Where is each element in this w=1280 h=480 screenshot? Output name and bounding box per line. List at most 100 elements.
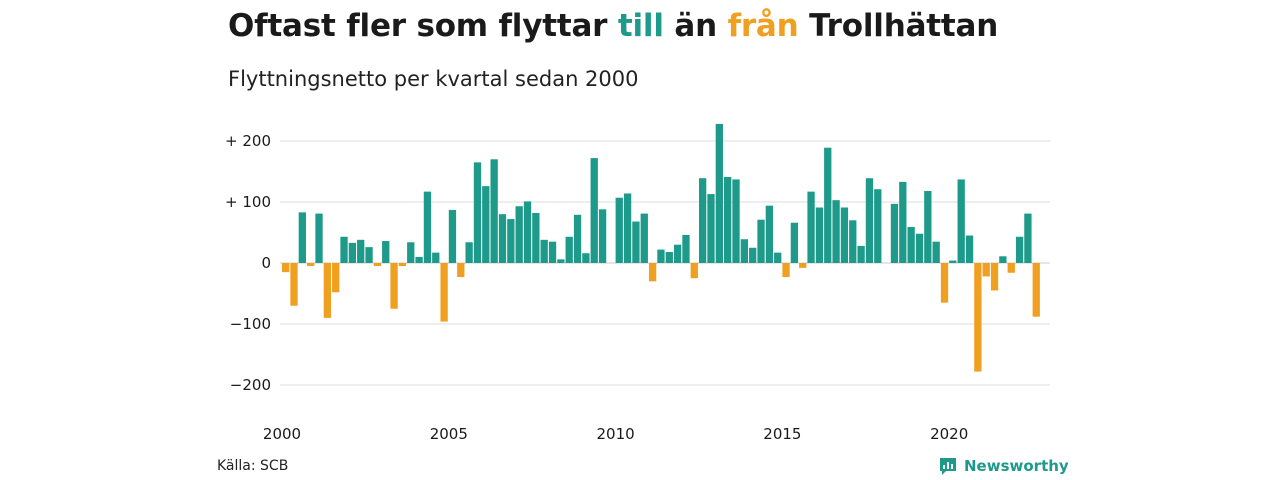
bar bbox=[1032, 263, 1040, 317]
bar bbox=[782, 263, 790, 278]
bar bbox=[774, 252, 782, 263]
y-tick-label: + 200 bbox=[225, 132, 271, 150]
bar bbox=[290, 263, 298, 306]
bar bbox=[548, 241, 557, 263]
bar bbox=[457, 263, 465, 278]
newsworthy-logo-icon bbox=[940, 458, 956, 475]
bar bbox=[390, 263, 398, 309]
bar bbox=[707, 194, 715, 263]
bar bbox=[673, 244, 682, 263]
bar bbox=[515, 206, 523, 263]
bar bbox=[598, 209, 607, 263]
bar bbox=[565, 236, 573, 263]
bar bbox=[699, 178, 707, 263]
bar bbox=[832, 200, 840, 263]
bar bbox=[940, 263, 949, 303]
bar bbox=[957, 179, 965, 263]
bar bbox=[899, 181, 907, 263]
bar bbox=[465, 242, 473, 263]
bar bbox=[924, 191, 932, 263]
x-tick-label: 2000 bbox=[263, 425, 301, 443]
bar bbox=[432, 252, 440, 263]
bar bbox=[990, 263, 999, 291]
bar bbox=[715, 123, 723, 263]
y-tick-label: −100 bbox=[230, 315, 271, 333]
bar bbox=[298, 212, 306, 263]
bar bbox=[648, 263, 657, 282]
x-tick-label: 2005 bbox=[430, 425, 468, 443]
bar bbox=[965, 235, 974, 263]
bar bbox=[907, 227, 915, 263]
bar bbox=[373, 263, 382, 267]
bar bbox=[682, 234, 690, 263]
title-highlight-out: från bbox=[727, 8, 799, 44]
bar bbox=[932, 241, 940, 263]
bar bbox=[557, 259, 565, 263]
bar bbox=[949, 260, 957, 263]
bar bbox=[824, 147, 832, 263]
bar bbox=[348, 242, 357, 263]
chart-subtitle: Flyttningsnetto per kvartal sedan 2000 bbox=[228, 67, 639, 91]
bar bbox=[807, 191, 815, 263]
y-tick-label: 0 bbox=[261, 254, 271, 272]
bar bbox=[473, 162, 482, 263]
bar bbox=[448, 209, 457, 263]
bar bbox=[532, 212, 540, 263]
bar bbox=[890, 203, 899, 263]
bar bbox=[1024, 213, 1032, 263]
title-highlight-in: till bbox=[617, 8, 664, 44]
bar bbox=[398, 263, 407, 267]
bar bbox=[790, 222, 799, 263]
bar bbox=[657, 249, 665, 263]
title-part-2: än bbox=[663, 8, 728, 44]
bar bbox=[582, 253, 590, 263]
bar bbox=[440, 263, 448, 322]
bar bbox=[765, 205, 774, 263]
brand-name: Newsworthy bbox=[964, 457, 1069, 475]
bar bbox=[573, 214, 582, 263]
bar bbox=[323, 263, 331, 318]
bar bbox=[490, 159, 498, 263]
bar bbox=[498, 214, 507, 263]
bar bbox=[799, 263, 807, 268]
bar bbox=[365, 247, 373, 263]
y-tick-label: −200 bbox=[230, 376, 271, 394]
bar bbox=[857, 245, 865, 263]
bar bbox=[974, 263, 982, 372]
bar bbox=[640, 213, 648, 263]
bar bbox=[665, 252, 673, 263]
bar bbox=[724, 176, 732, 263]
bar bbox=[382, 241, 390, 263]
bar bbox=[590, 158, 598, 263]
title-part-3: Trollhättan bbox=[798, 8, 999, 44]
bar bbox=[740, 239, 748, 263]
bar bbox=[615, 197, 623, 263]
brand-logo[interactable]: Newsworthy bbox=[938, 456, 1069, 476]
bar bbox=[874, 189, 882, 263]
title-part-1: Oftast fler som flyttar bbox=[228, 8, 618, 44]
y-tick-label: + 100 bbox=[225, 193, 271, 211]
bar bbox=[523, 201, 532, 263]
bar bbox=[915, 233, 924, 263]
bar bbox=[849, 220, 857, 263]
bar bbox=[865, 178, 874, 263]
bar bbox=[357, 239, 365, 263]
bar bbox=[749, 247, 757, 263]
x-tick-label: 2010 bbox=[597, 425, 635, 443]
bar bbox=[415, 256, 423, 263]
bar bbox=[307, 263, 315, 267]
bar bbox=[732, 179, 740, 263]
bar bbox=[540, 239, 548, 263]
bar bbox=[999, 256, 1007, 263]
bar bbox=[690, 263, 698, 279]
bar bbox=[982, 263, 990, 277]
bar bbox=[407, 242, 415, 263]
bar bbox=[1007, 263, 1015, 273]
bar bbox=[507, 219, 515, 263]
bar bbox=[840, 207, 849, 263]
bar bbox=[623, 193, 632, 263]
source-note: Källa: SCB bbox=[217, 458, 289, 474]
chart-title: Oftast fler som flyttar till än från Tro… bbox=[228, 8, 998, 44]
bar bbox=[315, 213, 323, 263]
